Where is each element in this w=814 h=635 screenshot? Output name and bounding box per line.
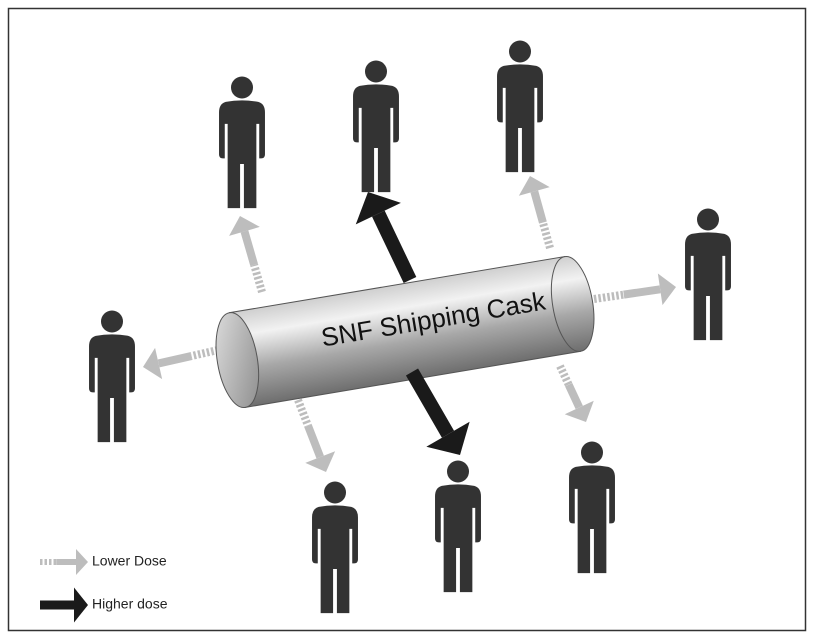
cask: SNF Shipping Cask — [215, 255, 595, 409]
legend-symbols — [40, 549, 88, 623]
dose-arrows — [143, 176, 676, 472]
arrow-head — [518, 176, 550, 196]
arrow-shaft-dashed — [556, 364, 573, 387]
arrow-head — [229, 216, 260, 236]
legend-lower: Lower Dose — [92, 553, 167, 569]
arrow-head — [657, 273, 676, 306]
arrow-shaft — [405, 368, 455, 438]
arrow-shaft — [372, 210, 417, 284]
arrow-shaft — [623, 285, 661, 299]
arrow-head — [74, 587, 88, 623]
arrow-head — [426, 421, 470, 455]
arrow-shaft-dashed — [593, 290, 625, 303]
arrow-head — [76, 549, 88, 575]
arrow-shaft-dashed — [294, 398, 312, 428]
legend-higher: Higher dose — [92, 596, 168, 612]
arrow-shaft — [304, 424, 324, 459]
arrow-shaft — [565, 382, 583, 410]
arrow-shaft-dashed — [190, 346, 219, 360]
front-arrow — [405, 368, 470, 455]
arrow-shaft — [157, 352, 193, 368]
arrow-shaft — [240, 230, 258, 266]
arrow-head — [564, 400, 594, 422]
arrow-shaft-dashed — [250, 263, 266, 294]
arrow-head — [305, 451, 336, 472]
arrow-head — [143, 347, 163, 380]
arrow-head — [355, 192, 401, 225]
arrow-shaft — [530, 190, 547, 224]
